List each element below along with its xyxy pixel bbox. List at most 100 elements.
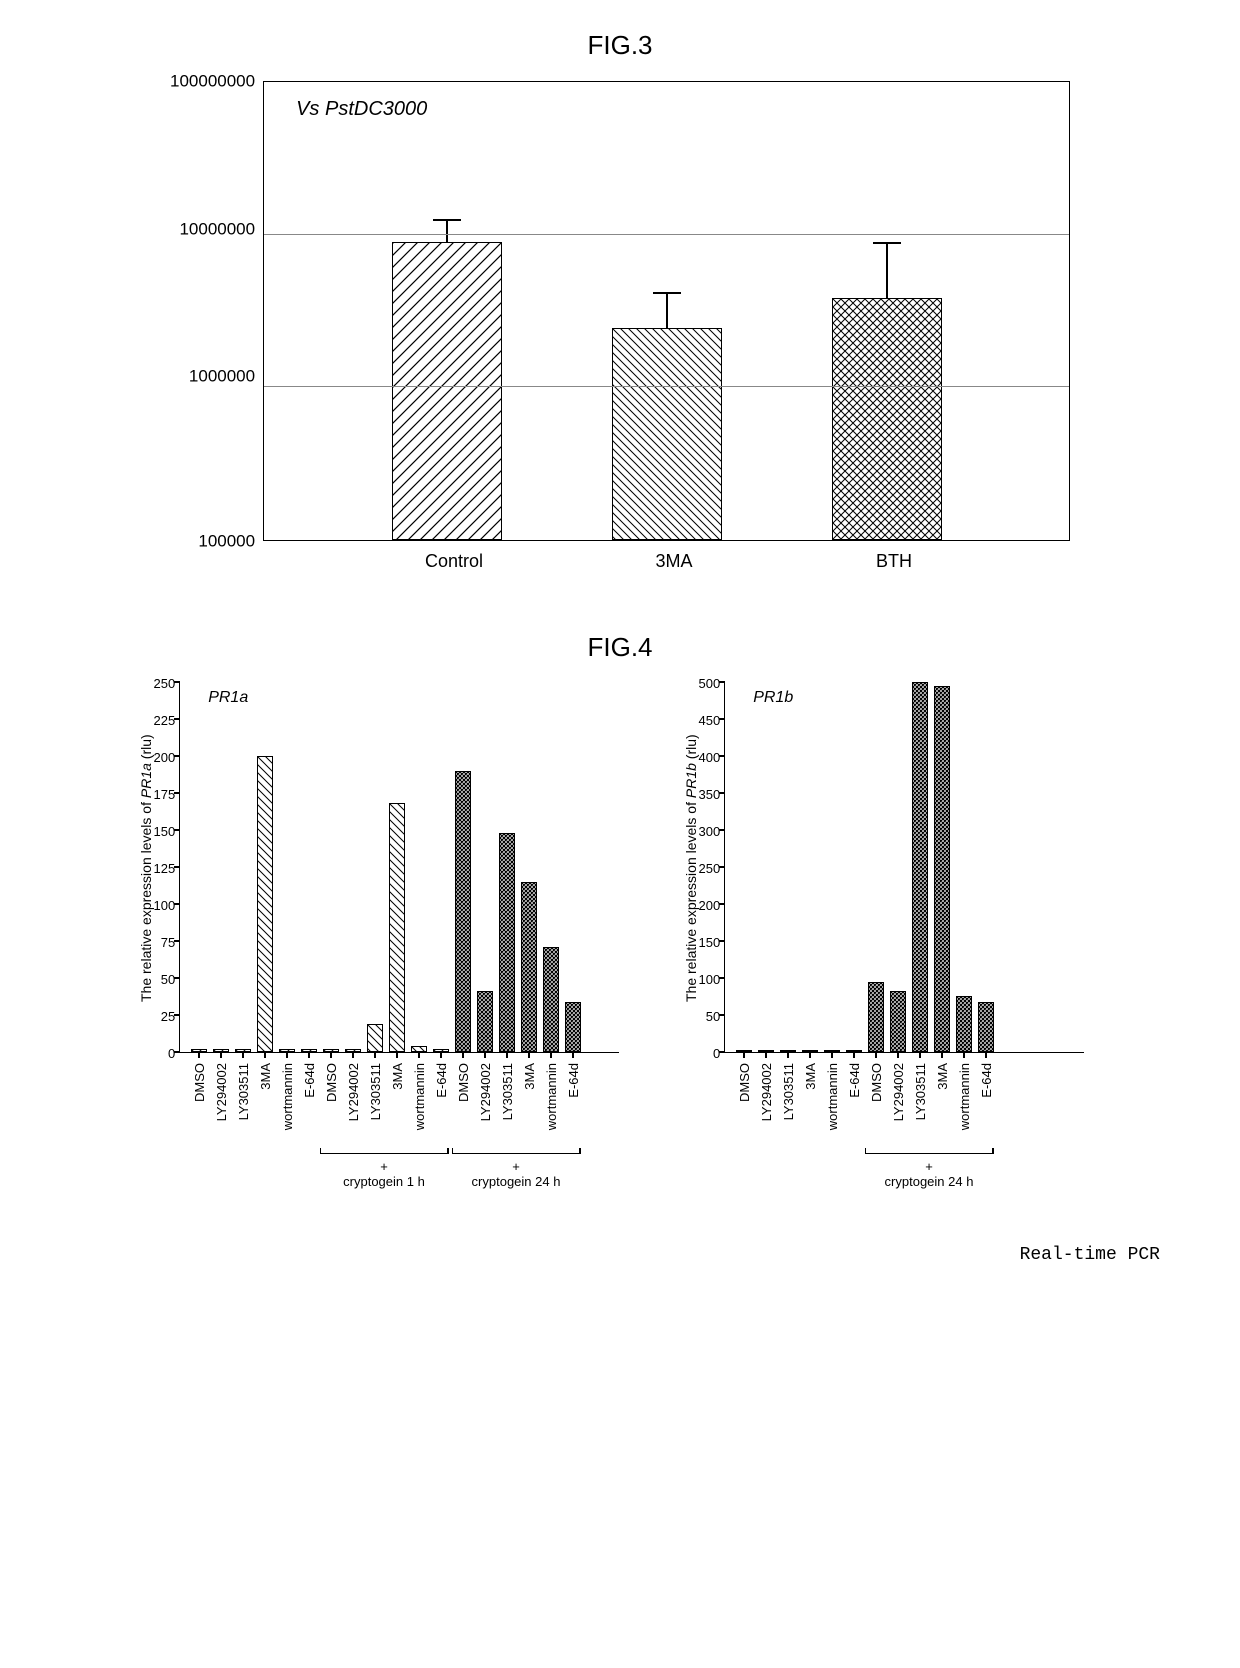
fig4-title: FIG.4 — [40, 632, 1200, 663]
fig4-bar — [279, 1049, 295, 1052]
fig4-bar — [978, 1002, 994, 1052]
fig4-bar — [455, 771, 471, 1052]
fig4-bar — [890, 991, 906, 1052]
fig4-y-axis: 500450400350300250200150100500 — [699, 683, 725, 1053]
fig3-ytick-label: 1000000 — [170, 368, 255, 385]
fig4-bar — [780, 1050, 796, 1052]
fig4-bar — [323, 1049, 339, 1052]
fig4-panel-pr1a: The relative expression levels of PR1a (… — [138, 683, 638, 1233]
fig4-panel-pr1b: The relative expression levels of PR1b (… — [683, 683, 1103, 1233]
fig3-bar-slot — [372, 82, 522, 540]
fig4-xtick-label-text: LY303511 — [368, 1063, 383, 1120]
fig3-error-cap — [873, 242, 901, 244]
fig4-xtick-label-text: DMSO — [192, 1063, 207, 1102]
fig4-xtick-label-text: E-64d — [566, 1063, 581, 1098]
fig4-bar — [802, 1050, 818, 1052]
fig4-bar — [411, 1046, 427, 1052]
fig4-xtick-label-text: 3MA — [803, 1063, 818, 1090]
fig4-bar — [934, 686, 950, 1052]
fig4-plot-area: PR1a — [179, 683, 619, 1053]
fig3-bars — [264, 82, 1069, 540]
fig4-xtick-label-text: DMSO — [737, 1063, 752, 1102]
fig4-xtick-label-text: 3MA — [258, 1063, 273, 1090]
fig4-xtick-label-text: DMSO — [324, 1063, 339, 1102]
fig3-error-bar — [666, 294, 668, 328]
fig3-container: 100000000100000001000000100000 Vs PstDC3… — [170, 81, 1070, 572]
fig4-bar — [433, 1049, 449, 1052]
fig3-bar — [392, 242, 502, 540]
fig4-yaxis-title: The relative expression levels of PR1b (… — [683, 683, 699, 1053]
fig3-plot-area: Vs PstDC3000 — [263, 81, 1070, 541]
fig3-xtick-label: Control — [379, 551, 529, 572]
fig4-bar — [389, 803, 405, 1052]
fig4-xtick-label-text: LY303511 — [781, 1063, 796, 1120]
fig3-chart: 100000000100000001000000100000 Vs PstDC3… — [170, 81, 1070, 541]
fig4-xtick-label-text: E-64d — [979, 1063, 994, 1098]
fig4-footer-text: Real-time PCR — [40, 1245, 1200, 1265]
fig3-error-cap — [653, 292, 681, 294]
fig4-bar — [477, 991, 493, 1052]
fig4-bar — [257, 756, 273, 1052]
fig4-xtick-label-text: 3MA — [522, 1063, 537, 1090]
fig4-bar — [235, 1049, 251, 1052]
fig4-bar — [521, 882, 537, 1052]
fig4-bar — [543, 947, 559, 1052]
fig3-ytick-label: 10000000 — [170, 220, 255, 237]
fig3-x-labels: Control 3MA BTH — [278, 551, 1070, 572]
fig3-bar-slot — [812, 82, 962, 540]
fig4-bars — [725, 683, 1084, 1052]
fig4-xaxis-area: DMSO LY294002 LY303511 3MA wortmannin E-64d DM… — [683, 1053, 1103, 1233]
fig3-title: FIG.3 — [40, 30, 1200, 61]
fig3-xtick-label: BTH — [819, 551, 969, 572]
fig3-error-cap — [433, 219, 461, 221]
fig3-xtick-label: 3MA — [599, 551, 749, 572]
fig4-xtick-label-text: E-64d — [847, 1063, 862, 1098]
fig4-bar — [758, 1050, 774, 1052]
fig3-bar — [832, 298, 942, 540]
fig3-bar-slot — [592, 82, 742, 540]
fig4-bar — [213, 1049, 229, 1052]
fig4-bar — [499, 833, 515, 1052]
fig4-xtick-label-text: LY294002 — [478, 1063, 493, 1121]
fig4-xtick-label-text: LY294002 — [891, 1063, 906, 1121]
fig3-y-axis: 100000000100000001000000100000 — [170, 81, 263, 541]
fig4-bars — [180, 683, 619, 1052]
fig4-container: The relative expression levels of PR1a (… — [40, 683, 1200, 1265]
fig4-xtick-label-text: E-64d — [434, 1063, 449, 1098]
fig4-xtick-label-text: 3MA — [935, 1063, 950, 1090]
fig4-xtick-label-text: DMSO — [456, 1063, 471, 1102]
fig4-bar — [736, 1050, 752, 1052]
fig4-xtick-label-text: LY303511 — [236, 1063, 251, 1120]
fig4-xtick-label-text: wortmannin — [957, 1063, 972, 1130]
fig4-xtick-label-text: DMSO — [869, 1063, 884, 1102]
fig3-bar — [612, 328, 722, 540]
fig4-xtick-label-text: 3MA — [390, 1063, 405, 1090]
fig4-xtick-label-text: LY303511 — [913, 1063, 928, 1120]
fig3-ytick-label: 100000 — [170, 532, 255, 549]
fig4-xaxis-area: DMSO LY294002 LY303511 3MA wortmannin E-64d DM… — [138, 1053, 638, 1233]
fig4-group-label: +cryptogein 24 h — [865, 1159, 994, 1189]
fig4-yaxis-title: The relative expression levels of PR1a (… — [138, 683, 154, 1053]
fig4-xtick-label-text: LY294002 — [759, 1063, 774, 1121]
fig4-xtick-label-text: LY294002 — [214, 1063, 229, 1121]
fig4-xtick-label-text: wortmannin — [280, 1063, 295, 1130]
fig4-bar — [912, 682, 928, 1052]
fig4-xtick-label-text: wortmannin — [544, 1063, 559, 1130]
fig4-chart: The relative expression levels of PR1a (… — [138, 683, 638, 1053]
fig4-xtick-label-text: E-64d — [302, 1063, 317, 1098]
fig4-bar — [565, 1002, 581, 1052]
fig4-bar — [868, 982, 884, 1052]
fig4-bar — [824, 1050, 840, 1052]
fig4-bar — [191, 1049, 207, 1052]
fig4-y-axis: 2502252001751501251007550250 — [154, 683, 180, 1053]
fig4-xtick-label-text: LY294002 — [346, 1063, 361, 1121]
fig4-xtick-label-text: wortmannin — [825, 1063, 840, 1130]
fig4-panels-row: The relative expression levels of PR1a (… — [40, 683, 1200, 1233]
fig3-gridline — [264, 386, 1069, 387]
fig4-bar — [956, 996, 972, 1052]
fig4-group-label: +cryptogein 24 h — [452, 1159, 581, 1189]
fig4-bar — [367, 1024, 383, 1052]
fig4-bar — [345, 1049, 361, 1052]
fig3-ytick-label: 100000000 — [170, 73, 255, 90]
fig4-xtick-label-text: wortmannin — [412, 1063, 427, 1130]
